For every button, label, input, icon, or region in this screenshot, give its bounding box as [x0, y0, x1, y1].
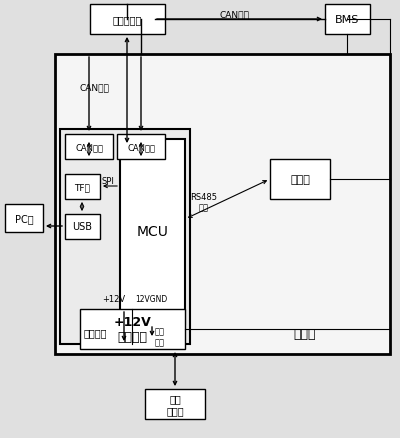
Text: CAN通信: CAN通信: [75, 143, 103, 152]
Text: CAN通信: CAN通信: [220, 10, 250, 19]
Text: 触摸屏: 触摸屏: [290, 175, 310, 184]
Bar: [325, 5, 370, 35]
Bar: [120, 140, 185, 324]
Bar: [65, 135, 113, 159]
Bar: [5, 205, 43, 233]
Text: +12V
充电电池: +12V 充电电池: [114, 315, 151, 343]
Text: TF卡: TF卡: [74, 183, 90, 191]
Bar: [65, 175, 100, 200]
Text: CAN通信: CAN通信: [127, 143, 155, 152]
Text: 12VGND: 12VGND: [135, 294, 167, 303]
Text: 外部
充电器: 外部 充电器: [166, 393, 184, 415]
Text: CAN通信: CAN通信: [79, 83, 109, 92]
Bar: [270, 159, 330, 200]
Bar: [60, 130, 190, 344]
Text: BMS: BMS: [335, 15, 360, 25]
Text: USB: USB: [72, 222, 92, 232]
Text: SPI: SPI: [102, 177, 115, 186]
Text: 诊断仪: 诊断仪: [294, 328, 316, 341]
Bar: [80, 309, 185, 349]
Text: RS485
通信: RS485 通信: [190, 192, 217, 212]
Bar: [55, 55, 390, 354]
Text: +12V: +12V: [102, 294, 125, 303]
Text: 控制模块: 控制模块: [83, 327, 107, 337]
Text: 电压
检测: 电压 检测: [155, 327, 165, 346]
Text: MCU: MCU: [136, 225, 168, 239]
Bar: [90, 5, 165, 35]
Text: 整车控制器: 整车控制器: [113, 15, 142, 25]
Text: PC端: PC端: [15, 213, 33, 223]
Bar: [117, 135, 165, 159]
Bar: [145, 389, 205, 419]
Bar: [65, 215, 100, 240]
